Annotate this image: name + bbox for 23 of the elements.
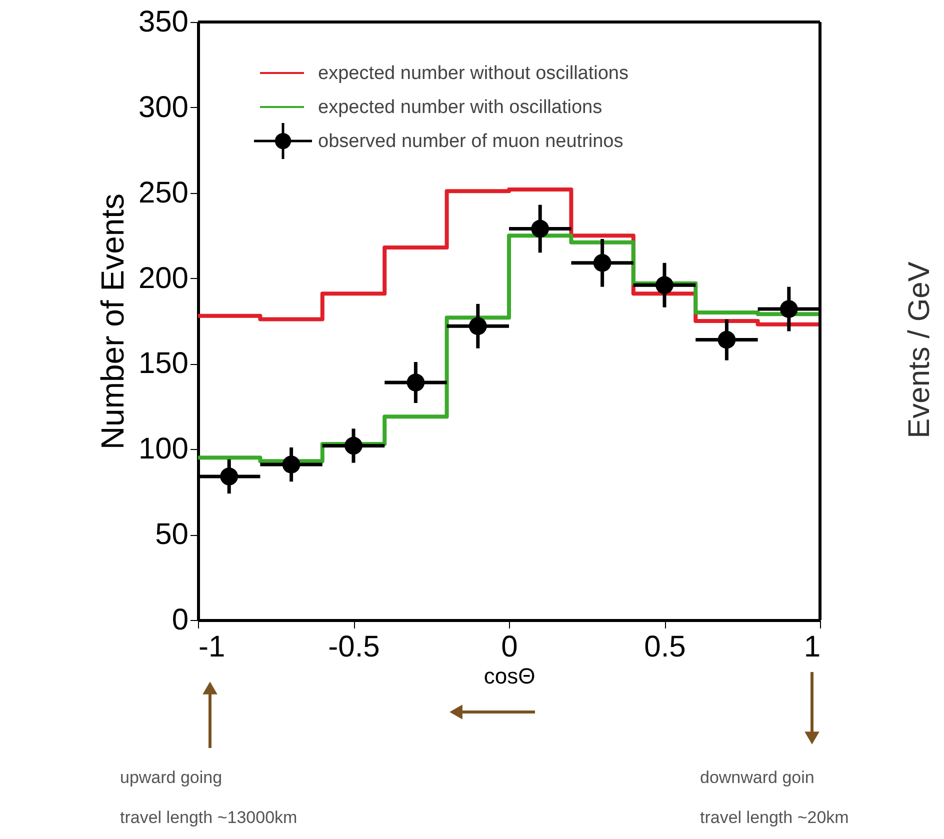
y-tick-label: 150 — [138, 347, 188, 380]
legend-label: expected number with oscillations — [318, 97, 602, 118]
x-tick-label: -0.5 — [328, 630, 380, 664]
text: downward goin — [700, 768, 814, 787]
text: Events / GeV — [903, 262, 936, 438]
text: travel length ~13000km — [120, 808, 298, 827]
y-tick-label: 50 — [155, 518, 188, 552]
x-tick-label: -1 — [198, 630, 226, 664]
legend-label: observed number of muon neutrinos — [318, 131, 624, 152]
y-tick-label: 300 — [138, 90, 188, 124]
text: upward going — [120, 768, 222, 787]
y-tick-label: 250 — [138, 176, 188, 210]
y-tick-label: 100 — [138, 432, 188, 466]
y-tick-label: 0 — [172, 604, 188, 636]
x-axis-title: cosΘ — [484, 664, 536, 688]
x-tick-label: 0 — [501, 630, 518, 664]
x-tick-label: 1 — [804, 630, 820, 664]
x-tick-label: 0.5 — [644, 630, 686, 664]
y-tick-label: 350 — [138, 6, 188, 38]
text: travel length ~20km — [700, 808, 849, 827]
y-axis-title: Number of Events — [94, 193, 130, 450]
y-tick-label: 200 — [138, 262, 188, 295]
legend-label: expected number without oscillations — [318, 63, 629, 84]
